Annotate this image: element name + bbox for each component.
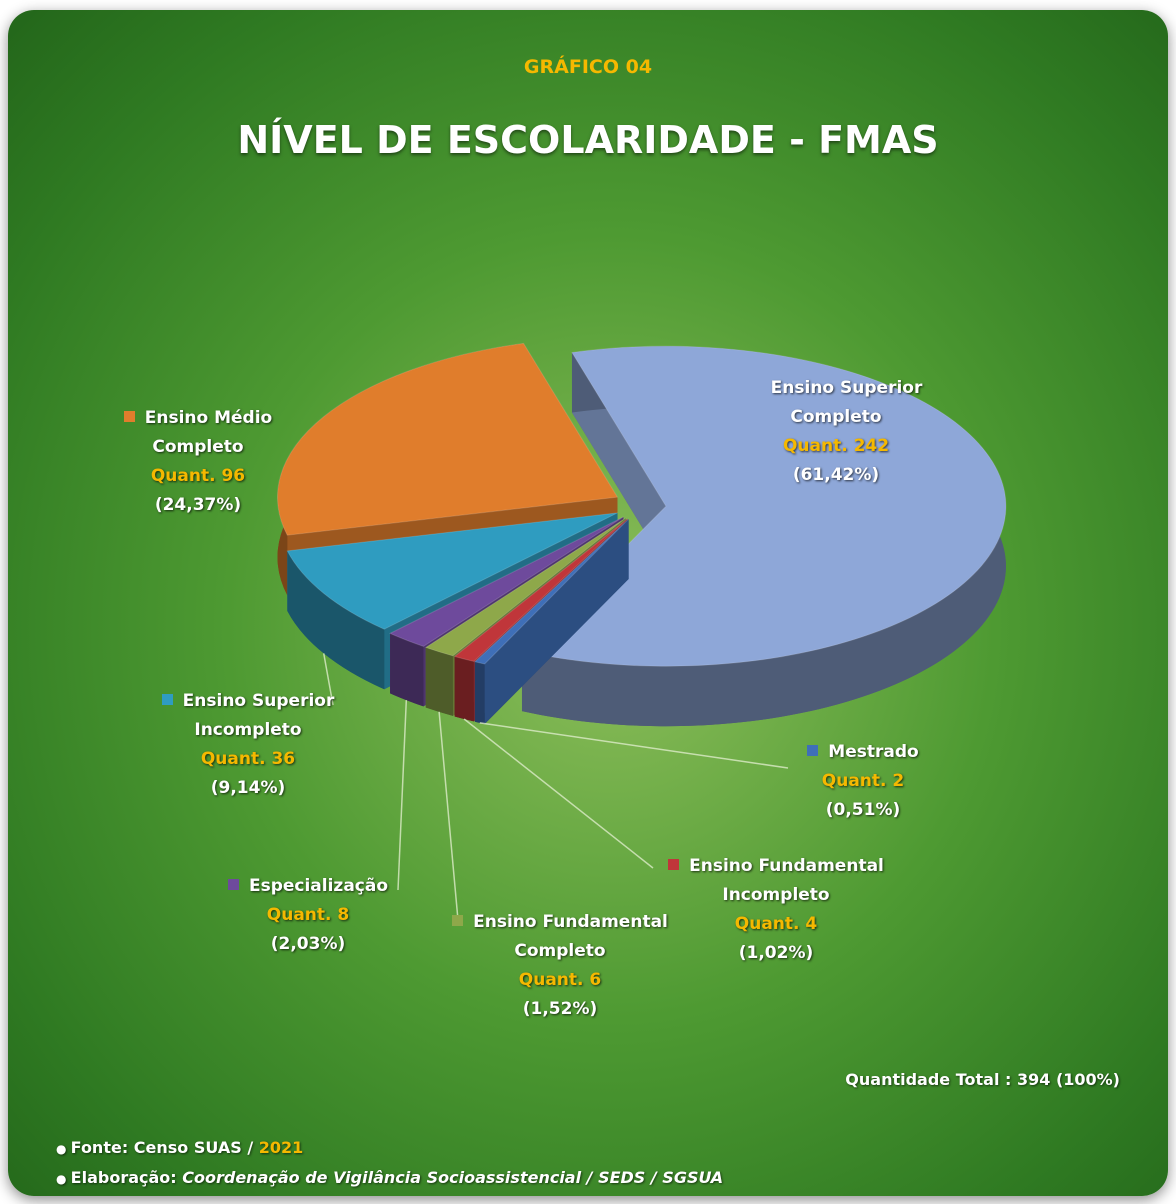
leader-line xyxy=(322,653,334,706)
leader-line xyxy=(479,722,789,769)
slice-rim xyxy=(474,661,485,724)
slice-rim xyxy=(390,633,424,707)
slice xyxy=(520,345,1007,667)
slice xyxy=(453,518,628,662)
quantity-label: Quant. 2 xyxy=(821,771,905,791)
category-name: Ensino Fundamental Incompleto xyxy=(689,856,884,905)
chart xyxy=(277,342,1007,921)
card: GRÁFICO 04 NÍVEL DE ESCOLARIDADE - FMAS … xyxy=(8,10,1168,1196)
value-label: (24,37%) xyxy=(154,495,242,515)
category-name: Especialização xyxy=(248,876,389,896)
slice-label: Ensino Superior Completo Quant. 242 (61,42… xyxy=(736,374,936,490)
value-label: (1,52%) xyxy=(522,999,598,1019)
slice-label: Ensino Fundamental Incompleto Quant. 4 (1,… xyxy=(656,852,896,968)
value-label: (0,51%) xyxy=(825,800,901,820)
leader-line xyxy=(397,700,408,891)
value-label: (2,03%) xyxy=(270,934,346,954)
legend-swatch xyxy=(749,381,761,392)
quantity-label: Quant. 4 xyxy=(734,914,818,934)
label-name-row: Ensino Superior Incompleto xyxy=(148,687,348,745)
legend-swatch xyxy=(452,915,464,926)
value-label: (9,14%) xyxy=(210,778,286,798)
quantity-label: Quant. 36 xyxy=(200,749,296,769)
source-year: 2021 xyxy=(258,1138,304,1157)
source: Fonte: Censo SUAS / 2021 xyxy=(56,1138,304,1157)
quantity-label: Quant. 8 xyxy=(266,905,350,925)
total-note: Quantidade Total : 394 (100%) xyxy=(845,1070,1120,1089)
slice-rim xyxy=(287,550,385,690)
legend-swatch xyxy=(161,694,173,705)
value-label: (61,42%) xyxy=(792,465,880,485)
source-label: Fonte: Censo SUAS / xyxy=(70,1138,254,1157)
slice-label: Ensino Superior Incompleto Quant. 36 (9,14… xyxy=(148,687,348,803)
label-name-row: Ensino Fundamental Incompleto xyxy=(656,852,896,910)
slice xyxy=(424,517,627,657)
label-name-row: Ensino Fundamental Completo xyxy=(440,908,680,966)
slice-label: Especialização Quant. 8 (2,03%) xyxy=(208,872,408,959)
legend-swatch xyxy=(123,411,135,422)
chart-title: NÍVEL DE ESCOLARIDADE - FMAS xyxy=(237,118,939,162)
category-name: Ensino Fundamental Completo xyxy=(473,912,668,961)
category-name: Ensino Superior Incompleto xyxy=(182,691,335,740)
category-name: Ensino Superior Completo xyxy=(770,378,923,427)
slice xyxy=(277,342,619,536)
legend-swatch xyxy=(668,859,680,870)
quantity-label: Quant. 96 xyxy=(150,466,246,486)
slice xyxy=(286,512,618,630)
slice-label: Mestrado Quant. 2 (0,51%) xyxy=(763,738,963,825)
label-name-row: Ensino Médio Completo xyxy=(98,404,298,462)
slice-label: Ensino Médio Completo Quant. 96 (24,37%) xyxy=(98,404,298,520)
slice-label: Ensino Fundamental Completo Quant. 6 (1,52… xyxy=(440,908,680,1024)
label-name-row: Mestrado xyxy=(763,738,963,767)
label-name-row: Ensino Superior Completo xyxy=(736,374,936,432)
quantity-label: Quant. 6 xyxy=(518,970,602,990)
legend-swatch xyxy=(227,879,239,890)
slice xyxy=(473,518,629,665)
credit: Elaboração: Coordenação de Vigilância So… xyxy=(56,1168,723,1187)
leader-line xyxy=(438,711,459,921)
category-name: Ensino Médio Completo xyxy=(144,408,273,457)
quantity-label: Quant. 242 xyxy=(782,436,890,456)
slice-wall xyxy=(474,519,629,722)
category-name: Mestrado xyxy=(828,742,919,762)
slice-rim xyxy=(425,647,453,716)
leader-line xyxy=(463,718,654,869)
kicker: GRÁFICO 04 xyxy=(523,56,653,78)
slice-rim xyxy=(454,656,474,722)
credit-label: Elaboração: xyxy=(70,1168,177,1187)
legend-swatch xyxy=(807,745,819,756)
value-label: (1,02%) xyxy=(738,943,814,963)
slice xyxy=(388,516,624,647)
credit-text: Coordenação de Vigilância Socioassistenc… xyxy=(182,1168,724,1187)
label-name-row: Especialização xyxy=(208,872,408,901)
